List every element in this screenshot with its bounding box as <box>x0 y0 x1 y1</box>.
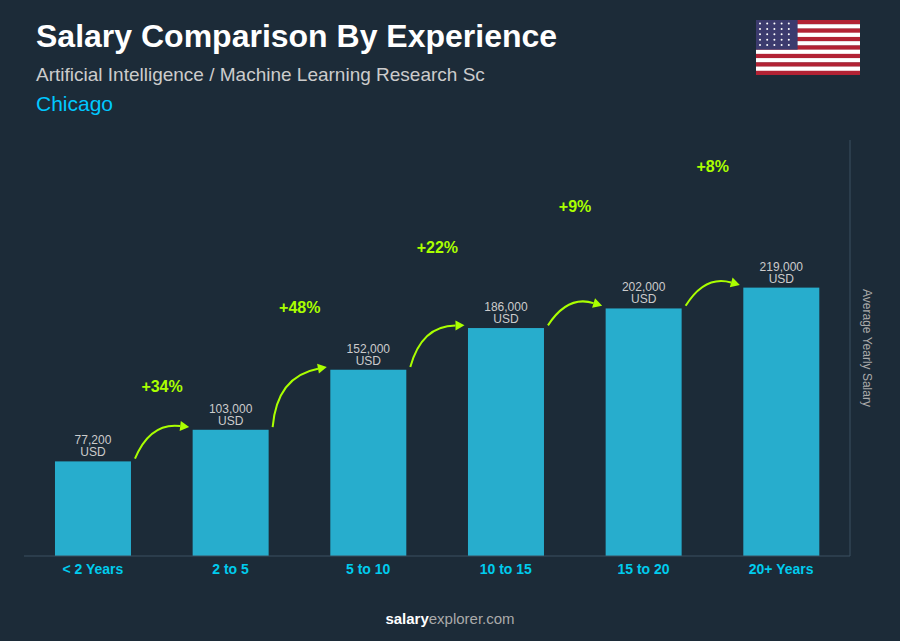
svg-text:+48%: +48% <box>279 299 320 316</box>
svg-text:20+ Years: 20+ Years <box>749 561 814 577</box>
svg-text:219,000USD: 219,000USD <box>760 260 804 286</box>
svg-text:152,000USD: 152,000USD <box>347 342 391 368</box>
svg-text:10 to 15: 10 to 15 <box>480 561 532 577</box>
html-text:Artificial Intelligence / Mach: Artificial Intelligence / Machine Learni… <box>36 64 485 85</box>
svg-text:103,000USD: 103,000USD <box>209 402 253 428</box>
svg-text:+34%: +34% <box>141 378 182 395</box>
svg-text:+9%: +9% <box>559 198 591 215</box>
html-text:salary explorer.com: salary explorer.com <box>385 610 515 627</box>
svg-text:Average Yearly Salary: Average Yearly Salary <box>860 289 874 407</box>
html-text:Chicago: Chicago <box>36 92 114 115</box>
svg-text:2 to 5: 2 to 5 <box>212 561 249 577</box>
svg-text:+22%: +22% <box>417 239 458 256</box>
svg-text:+8%: +8% <box>696 158 728 175</box>
svg-text:5 to 10: 5 to 10 <box>346 561 391 577</box>
svg-text:186,000USD: 186,000USD <box>484 300 528 326</box>
html-text:Salary Comparison By Experienc: Salary Comparison By Experience <box>36 18 558 54</box>
svg-text:77,200USD: 77,200USD <box>75 433 112 459</box>
svg-text:15 to 20: 15 to 20 <box>617 561 669 577</box>
svg-text:< 2 Years: < 2 Years <box>62 561 123 577</box>
svg-text:202,000USD: 202,000USD <box>622 280 666 306</box>
